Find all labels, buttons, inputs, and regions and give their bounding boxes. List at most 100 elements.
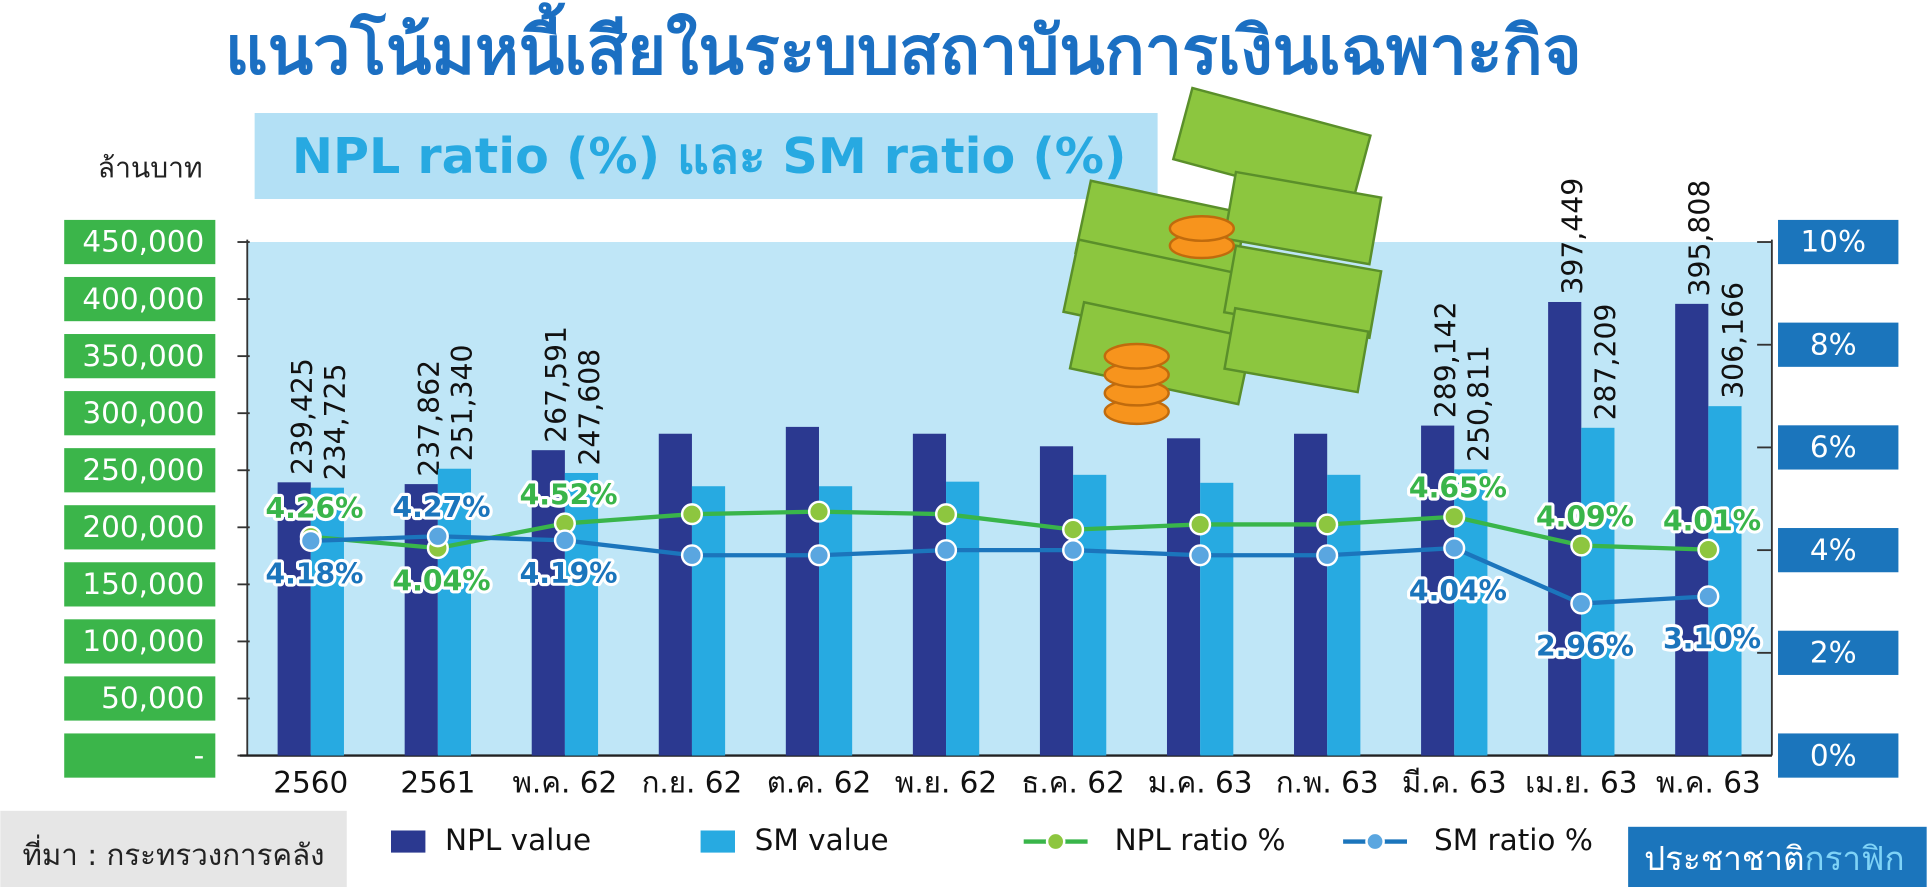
bar	[1675, 303, 1709, 756]
bar	[1421, 425, 1455, 756]
x-tick-label: พ.ค. 63	[1656, 765, 1761, 799]
y-axis-label: ล้านบาท	[98, 152, 203, 185]
chart-title: แนวโน้มหนี้เสียในระบบสถาบันการเงินเฉพาะก…	[225, 1, 1582, 89]
y2-tick-box	[1778, 630, 1899, 675]
legend-label: SM ratio %	[1434, 823, 1593, 857]
y-tick-box	[64, 676, 216, 721]
bar	[785, 426, 819, 756]
bar-value-label: 251,340	[446, 345, 479, 462]
y-tick-box	[64, 276, 216, 322]
line-value-label: 4.52%	[520, 478, 618, 511]
bar	[1294, 433, 1328, 756]
bar	[912, 433, 947, 756]
y-tick-box	[64, 391, 216, 436]
bar-value-label: 239,425	[286, 358, 319, 475]
line-point	[1189, 544, 1212, 567]
legend-swatch-point	[1045, 831, 1066, 852]
bar	[691, 486, 726, 756]
y-tick-box	[64, 562, 216, 607]
line-point	[1316, 544, 1339, 567]
plot-area	[247, 242, 1772, 756]
y-tick-label: 250,000	[82, 453, 204, 487]
credit-box	[1628, 826, 1927, 887]
x-tick-label: ต.ค. 62	[767, 765, 871, 799]
line-value-label: 4.65%	[1409, 472, 1507, 505]
legend-swatch-point	[1365, 831, 1385, 852]
y2-tick-box	[1778, 219, 1899, 265]
credit-part: ประชาชาติ	[1644, 838, 1804, 877]
subtitle-box	[254, 113, 1158, 200]
x-tick-label: ม.ค. 63	[1148, 765, 1253, 799]
x-tick-label: 2560	[273, 765, 348, 799]
bar-value-label: 247,608	[573, 349, 606, 466]
line-point	[1570, 534, 1593, 557]
bar-value-label: 395,808	[1684, 180, 1717, 297]
line-point	[1316, 513, 1339, 536]
y-tick-box	[64, 219, 216, 265]
credit: ประชาชาติกราฟิก	[1644, 838, 1905, 877]
subtitle: NPL ratio (%) และ SM ratio (%)	[292, 127, 1127, 185]
y2-tick-label: 10%	[1801, 225, 1867, 259]
bar	[818, 486, 853, 756]
line-point	[807, 544, 831, 567]
legend-swatch	[391, 830, 426, 853]
line-point	[1189, 513, 1212, 536]
line-point	[1697, 585, 1720, 608]
y2-tick-label: 8%	[1810, 327, 1857, 361]
bar	[1708, 406, 1742, 756]
line-value-label: 4.09%	[1536, 500, 1634, 533]
line-point	[807, 500, 831, 523]
y-tick-label: 150,000	[82, 567, 204, 601]
x-tick-label: เม.ย. 63	[1525, 765, 1637, 799]
bar-value-label: 397,449	[1557, 178, 1590, 295]
legend-label: NPL value	[445, 823, 591, 857]
y-tick-box	[64, 448, 216, 493]
y2-tick-box	[1778, 425, 1899, 470]
line-point	[1062, 518, 1085, 541]
legend-swatch	[700, 830, 735, 853]
line-point	[553, 529, 576, 552]
line	[310, 534, 1709, 606]
credit-part: กราฟิก	[1805, 838, 1905, 877]
line-value-label: 4.18%	[265, 557, 363, 590]
y-tick-label: 350,000	[82, 339, 204, 373]
y2-tick-box	[1778, 528, 1899, 573]
y2-tick-label: 0%	[1810, 738, 1857, 772]
bar	[946, 481, 980, 756]
y-tick-label: -	[194, 738, 205, 772]
bar-value-label: 267,591	[540, 326, 573, 443]
y-tick-box	[64, 733, 216, 778]
line-point	[1443, 505, 1466, 528]
source: ที่มา : กระทรวงการคลัง	[22, 834, 324, 872]
line-value-label: 4.04%	[1409, 574, 1507, 607]
y-tick-label: 100,000	[82, 624, 204, 658]
line-value-label: 3.10%	[1663, 623, 1761, 656]
bar	[1039, 446, 1074, 756]
y-tick-box	[64, 334, 216, 379]
line-point	[1570, 592, 1593, 615]
line-value-label: 4.27%	[393, 491, 491, 524]
bar	[1548, 301, 1582, 756]
legend-label: SM value	[755, 823, 889, 857]
line-point	[680, 544, 704, 567]
line-value-label: 2.96%	[1536, 630, 1634, 663]
line-point	[426, 525, 449, 548]
bar-value-label: 250,811	[1463, 345, 1496, 462]
y-tick-label: 450,000	[82, 225, 204, 259]
line-point	[680, 503, 704, 526]
x-tick-label: พ.ย. 62	[895, 765, 997, 799]
line-value-label: 4.19%	[520, 557, 618, 590]
bar	[1581, 427, 1615, 756]
bar-value-label: 237,862	[413, 360, 446, 477]
line-value-label: 4.01%	[1663, 505, 1761, 538]
bar-value-label: 234,725	[319, 363, 352, 480]
y2-tick-box	[1778, 733, 1899, 778]
line-point	[934, 503, 958, 526]
source-box	[0, 810, 347, 887]
y-tick-label: 300,000	[82, 396, 204, 430]
bar	[1073, 474, 1107, 756]
line-value-label: 4.26%	[265, 492, 363, 525]
y-tick-label: 50,000	[101, 681, 204, 715]
